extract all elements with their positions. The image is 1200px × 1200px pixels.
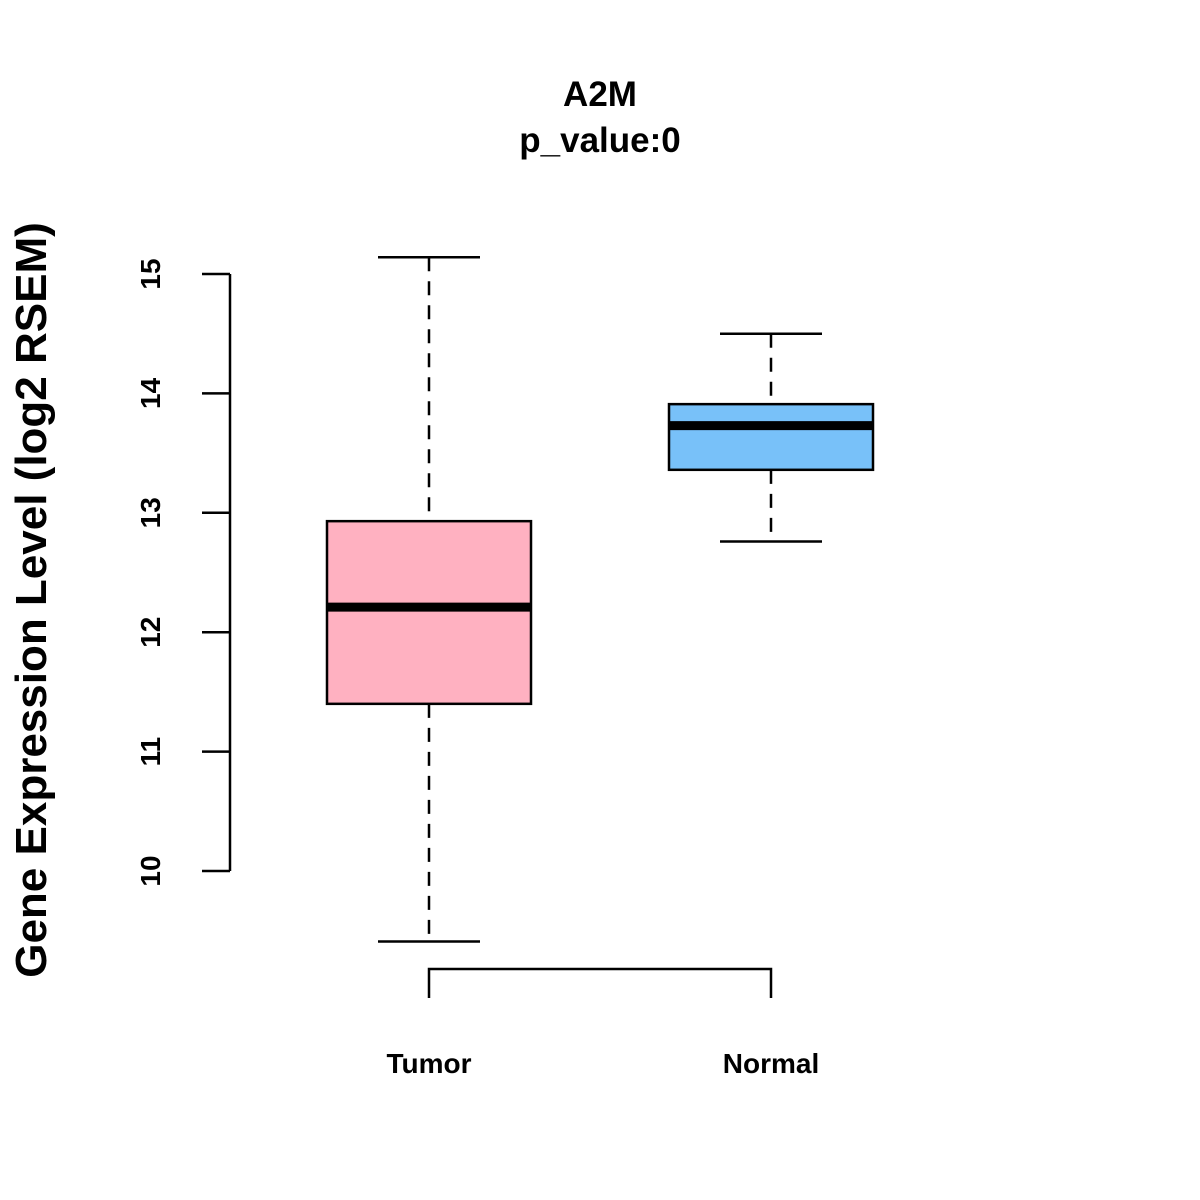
x-axis-labels: Tumor Normal bbox=[386, 1048, 819, 1079]
y-tick-label-10: 10 bbox=[135, 855, 166, 886]
x-label-tumor: Tumor bbox=[386, 1048, 471, 1079]
chart-title: A2M bbox=[563, 75, 637, 114]
chart-subtitle: p_value:0 bbox=[519, 121, 680, 160]
y-tick-label-13: 13 bbox=[135, 497, 166, 528]
tumor-iqr-box bbox=[325, 519, 533, 706]
normal-iqr-box bbox=[667, 402, 875, 472]
y-tick-label-11: 11 bbox=[135, 737, 166, 767]
x-label-normal: Normal bbox=[723, 1048, 819, 1079]
box-tumor bbox=[325, 256, 533, 943]
bracket-line bbox=[427, 967, 773, 998]
y-axis-label: Gene Expression Level (log2 RSEM) bbox=[7, 222, 56, 978]
boxes-group bbox=[325, 256, 875, 943]
y-tick-label-15: 15 bbox=[135, 258, 166, 289]
comparison-bracket bbox=[427, 967, 773, 998]
y-tick-label-12: 12 bbox=[135, 617, 166, 648]
box-normal bbox=[667, 332, 875, 543]
y-axis: 10 11 12 13 14 15 bbox=[135, 258, 232, 887]
y-tick-label-14: 14 bbox=[135, 377, 166, 409]
